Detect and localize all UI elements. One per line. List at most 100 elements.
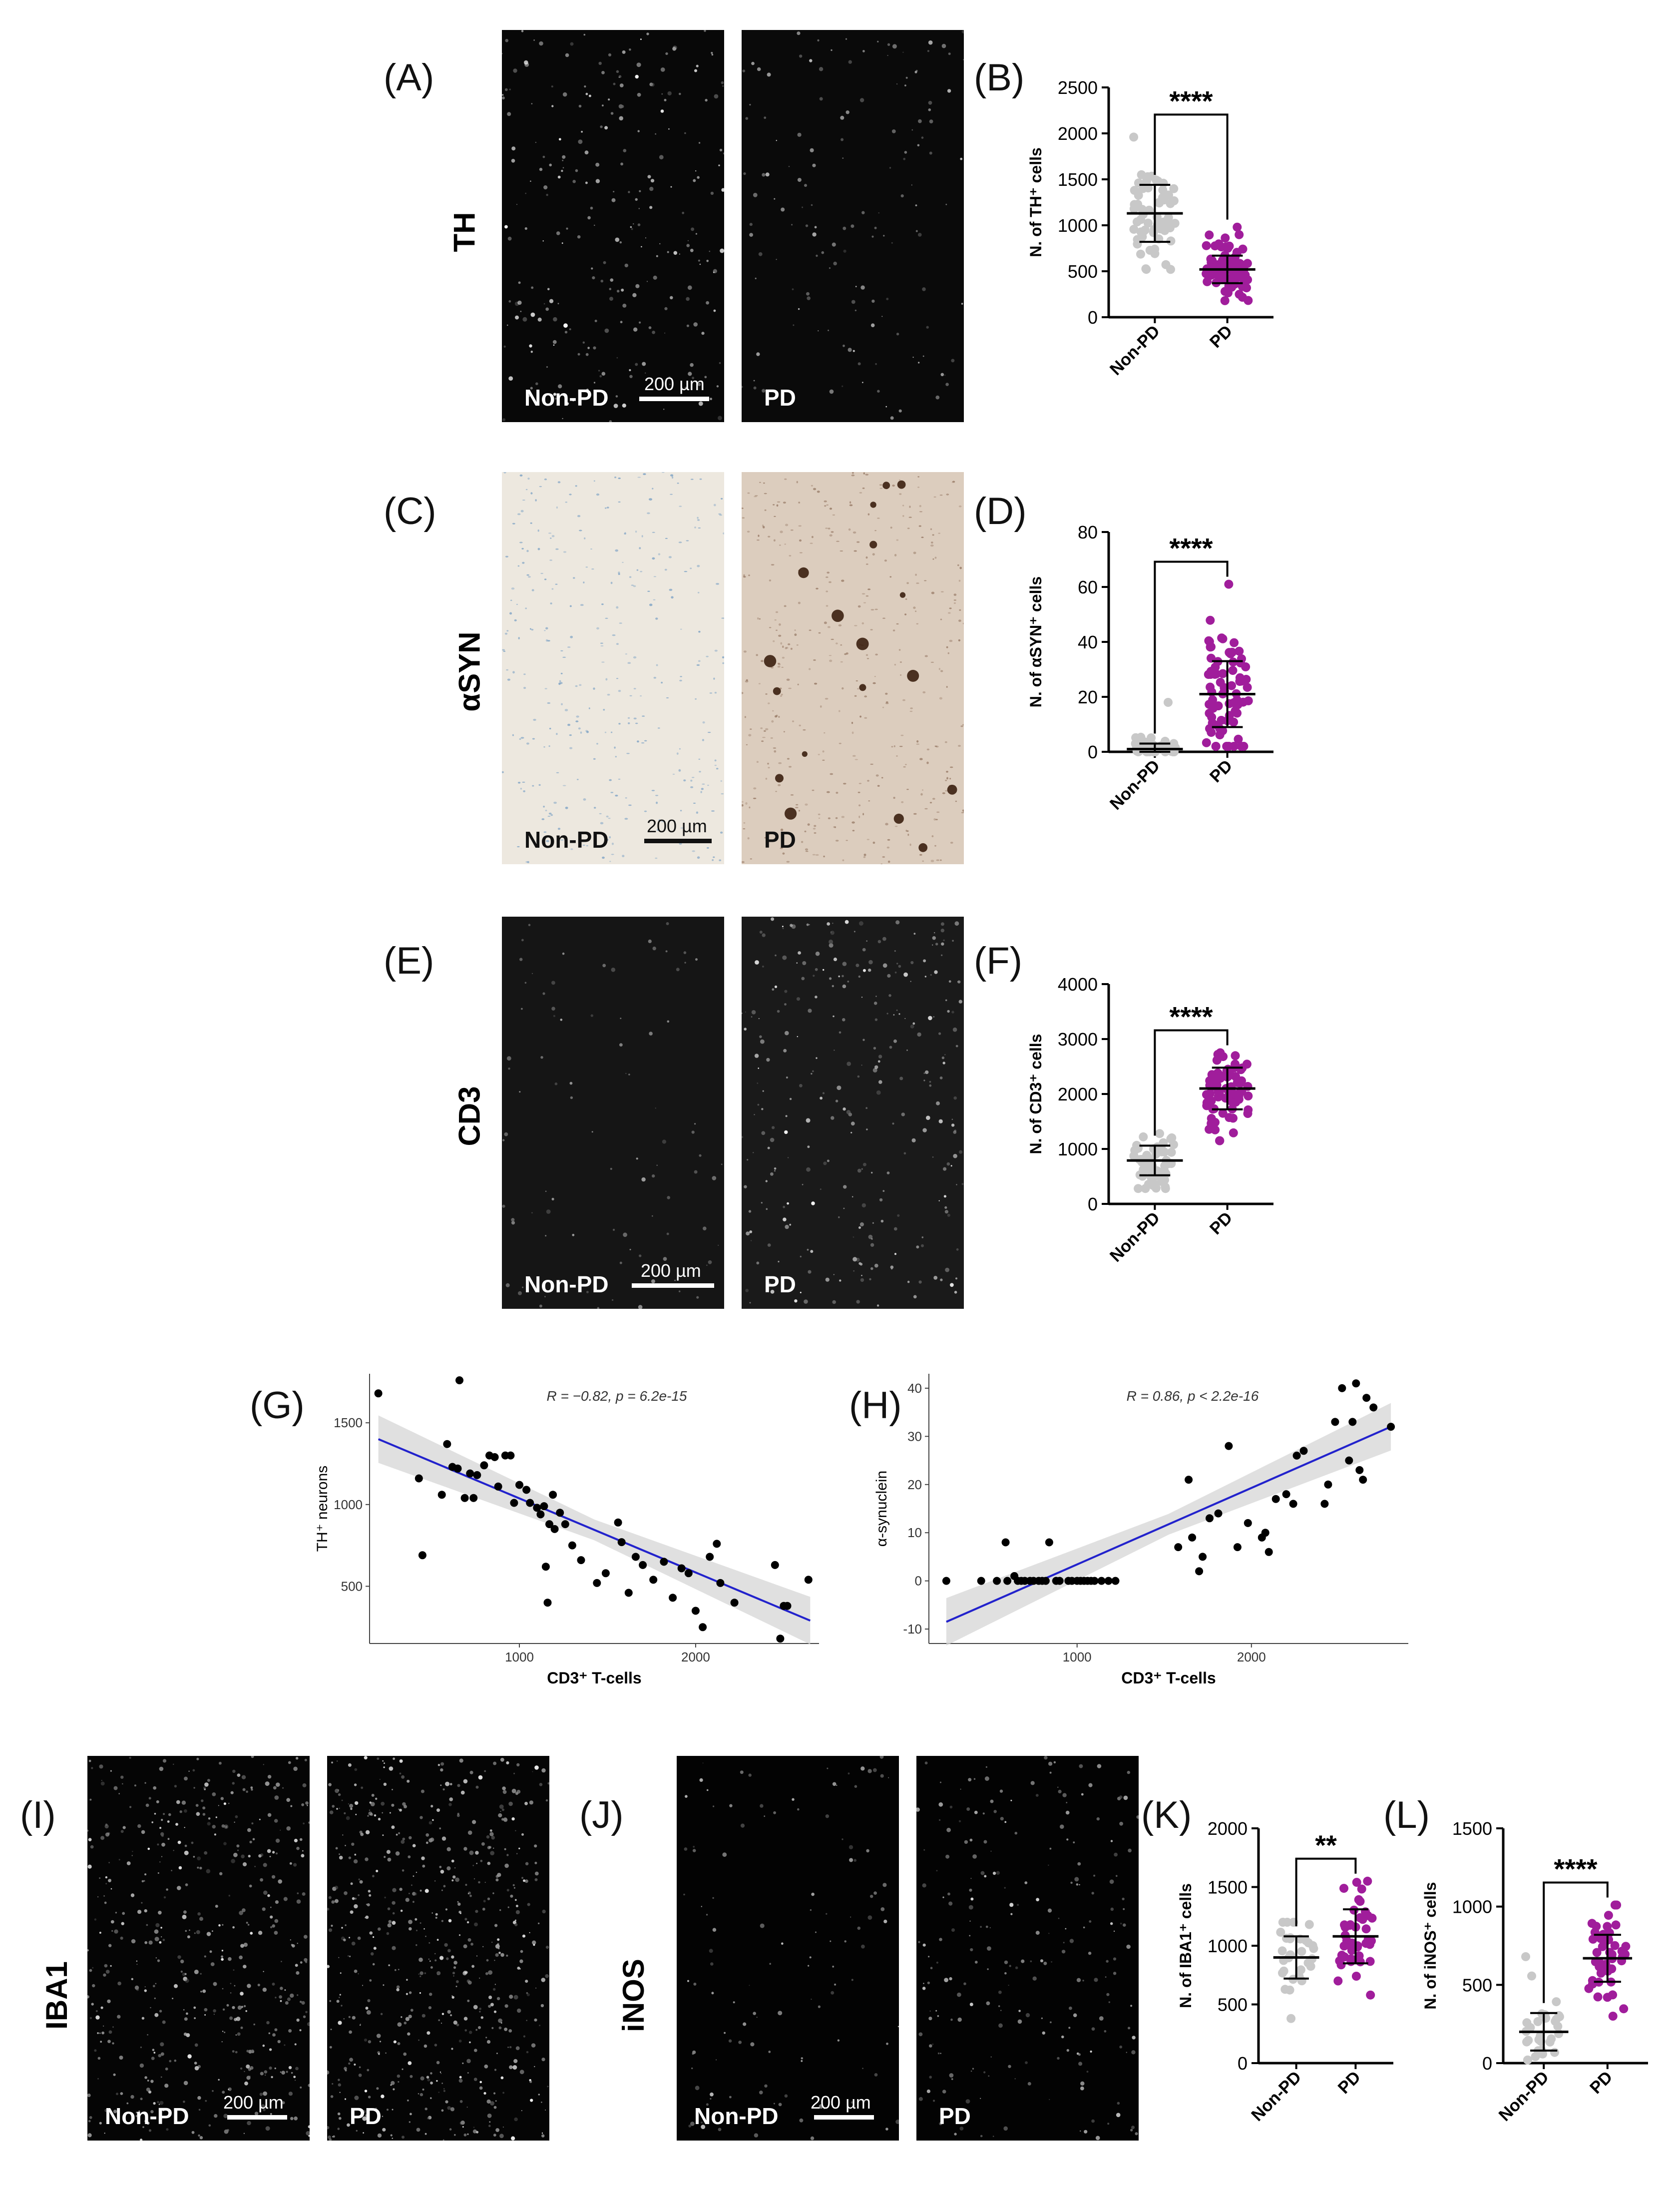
fiber-spot <box>884 559 887 562</box>
fiber-spot <box>851 474 855 477</box>
fluorescent-spot <box>906 1049 908 1051</box>
fluorescent-spot <box>267 1894 270 1897</box>
fluorescent-spot <box>539 167 543 171</box>
fluorescent-spot <box>251 1756 254 1758</box>
fluorescent-spot <box>155 1923 160 1927</box>
fluorescent-spot <box>406 1979 408 1981</box>
fluorescent-spot <box>450 2107 454 2112</box>
fluorescent-spot <box>262 1907 266 1911</box>
micrograph-cd3-pd: PD <box>742 917 964 1309</box>
fiber-spot <box>838 624 842 626</box>
fluorescent-spot <box>186 2012 188 2015</box>
fiber-spot <box>863 602 866 603</box>
fluorescent-spot <box>495 2100 497 2102</box>
data-point <box>1244 1091 1253 1100</box>
fluorescent-spot <box>804 1299 808 1304</box>
data-point <box>1235 646 1244 656</box>
fluorescent-spot <box>191 2131 195 2134</box>
data-point <box>1130 186 1139 195</box>
fluorescent-spot <box>938 1200 940 1201</box>
fluorescent-spot <box>951 1123 955 1127</box>
nucleus-spot <box>532 785 534 787</box>
fiber-spot <box>931 835 934 837</box>
x-tick-label: Non-PD <box>1248 2068 1305 2125</box>
fluorescent-spot <box>662 1139 666 1144</box>
row-label-th: TH <box>447 212 481 252</box>
fiber-spot <box>827 571 830 574</box>
fluorescent-spot <box>193 2006 196 2009</box>
micrograph-label-nonpd: Non-PD <box>524 385 609 411</box>
fluorescent-spot <box>829 943 834 948</box>
fluorescent-spot <box>1083 1926 1085 1929</box>
fluorescent-spot <box>695 2086 700 2091</box>
fluorescent-spot <box>687 285 692 290</box>
fluorescent-spot <box>347 2123 350 2127</box>
fluorescent-spot <box>191 1841 194 1844</box>
fluorescent-spot <box>398 1808 400 1810</box>
fiber-spot <box>902 515 904 517</box>
data-point <box>1608 2012 1618 2021</box>
fluorescent-spot <box>254 1866 256 1867</box>
fluorescent-spot <box>521 2110 522 2112</box>
fluorescent-spot <box>770 1290 775 1294</box>
fluorescent-spot <box>162 1939 165 1941</box>
fluorescent-spot <box>843 1185 847 1189</box>
fluorescent-spot <box>486 2040 491 2044</box>
fluorescent-spot <box>183 2101 185 2103</box>
fluorescent-spot <box>393 2040 397 2044</box>
fluorescent-spot <box>522 1286 524 1288</box>
fluorescent-spot <box>129 1756 131 1759</box>
fluorescent-spot <box>103 1973 106 1977</box>
fiber-spot <box>765 728 769 730</box>
fluorescent-spot <box>950 1283 954 1287</box>
fluorescent-spot <box>1081 1793 1084 1796</box>
data-point <box>1227 681 1236 690</box>
fluorescent-spot <box>858 1262 861 1265</box>
fluorescent-spot <box>637 223 641 226</box>
fluorescent-spot <box>830 931 835 935</box>
fluorescent-spot <box>515 2046 520 2050</box>
fluorescent-spot <box>928 1016 932 1021</box>
data-point <box>1238 244 1248 254</box>
fiber-spot <box>757 617 759 620</box>
panel-letter-f: (F) <box>974 940 1023 982</box>
data-point <box>1138 232 1147 242</box>
fluorescent-spot <box>829 977 832 980</box>
fluorescent-spot <box>688 2125 692 2128</box>
fluorescent-spot <box>854 309 857 312</box>
fiber-spot <box>799 539 802 542</box>
fluorescent-spot <box>529 1800 533 1805</box>
fluorescent-spot <box>468 1891 471 1895</box>
fiber-spot <box>767 762 769 765</box>
data-point <box>1169 1140 1178 1149</box>
nucleus-spot <box>545 627 548 630</box>
fiber-spot <box>769 627 772 628</box>
fluorescent-spot <box>877 1060 880 1063</box>
nucleus-spot <box>560 839 564 841</box>
fluorescent-spot <box>439 1956 444 1960</box>
fluorescent-spot <box>131 1939 136 1944</box>
fiber-spot <box>820 705 822 708</box>
fluorescent-spot <box>441 2109 444 2112</box>
fluorescent-spot <box>547 2086 549 2088</box>
fluorescent-spot <box>924 1761 928 1765</box>
fluorescent-spot <box>267 1813 272 1817</box>
fluorescent-spot <box>158 2104 160 2105</box>
fluorescent-spot <box>848 60 852 64</box>
fiber-spot <box>823 855 825 858</box>
fluorescent-spot <box>809 1956 812 1959</box>
fluorescent-spot <box>519 2070 524 2075</box>
fluorescent-spot <box>413 1875 415 1877</box>
fluorescent-spot <box>409 1991 412 1994</box>
fluorescent-spot <box>495 1953 499 1957</box>
fluorescent-spot <box>537 317 542 322</box>
fiber-spot <box>832 514 836 516</box>
fluorescent-spot <box>848 1112 852 1116</box>
fluorescent-spot <box>845 110 849 114</box>
fluorescent-spot <box>494 1924 498 1927</box>
fluorescent-spot <box>637 92 641 97</box>
fluorescent-spot <box>505 1283 510 1287</box>
panel-letter-a: (A) <box>384 56 434 99</box>
fluorescent-spot <box>903 1152 906 1155</box>
fluorescent-spot <box>838 1216 840 1218</box>
